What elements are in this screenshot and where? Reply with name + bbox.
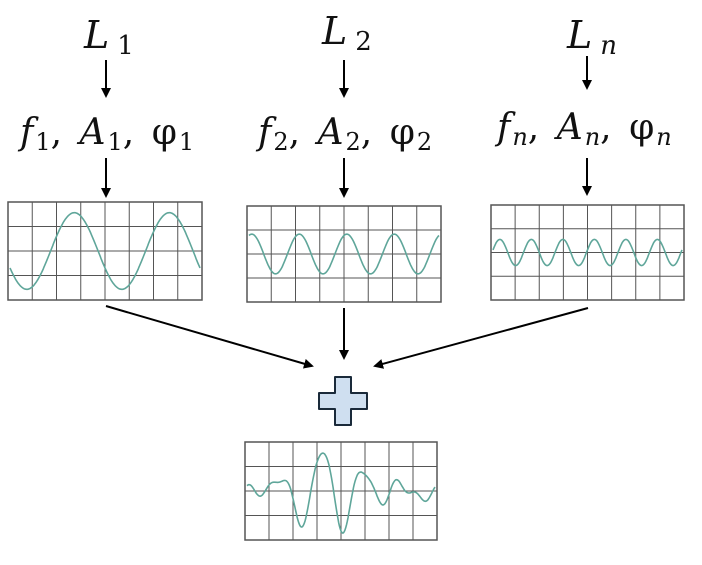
- arrow-scopen-to-sum: [373, 307, 589, 369]
- params-label-n: fn, An, φn: [497, 107, 672, 151]
- scope-2: [246, 205, 442, 303]
- scope-2-waveform: [248, 233, 440, 275]
- params-label-2: f2, A2, φ2: [258, 112, 433, 156]
- scope-n: [490, 204, 685, 301]
- scope-3-waveform: [492, 238, 683, 267]
- params-label-1: f1, A1, φ1: [20, 112, 195, 156]
- scope-sum-waveform: [246, 452, 436, 534]
- scope-1: [7, 201, 203, 301]
- arrow-scope1-to-sum: [105, 305, 314, 369]
- plus-icon: [318, 376, 368, 426]
- scope-sum: [244, 441, 438, 541]
- scope-1-waveform: [9, 211, 201, 291]
